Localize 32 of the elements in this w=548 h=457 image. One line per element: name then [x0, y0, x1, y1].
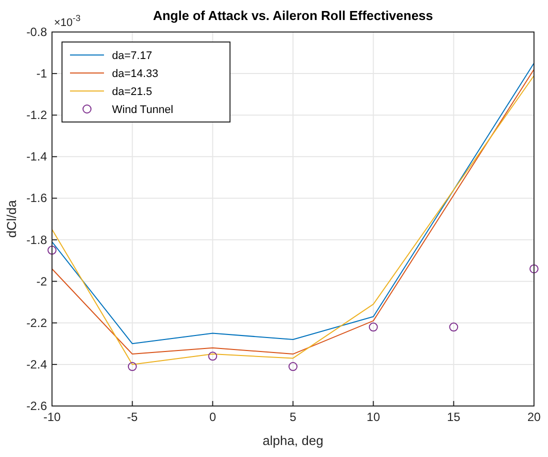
legend-label: da=14.33 [112, 68, 158, 80]
x-tick-label: 0 [209, 410, 216, 424]
legend-label: Wind Tunnel [112, 104, 174, 116]
y-tick-label: -2.4 [26, 357, 48, 372]
y-axis-title: dCl/da [4, 199, 19, 238]
x-tick-label: -5 [126, 410, 138, 424]
y-tick-label: -2 [36, 274, 48, 288]
point [449, 322, 458, 332]
point [530, 264, 538, 274]
point [368, 322, 378, 332]
legend-label: da=7.17 [112, 50, 152, 62]
y-tick-label: -1.4 [26, 150, 48, 164]
y-tick-label: -2.6 [26, 399, 48, 413]
y-tick-label: -0.8 [26, 25, 48, 39]
y-tick-label: -1.8 [26, 232, 48, 247]
point [208, 352, 218, 361]
chart-title: Angle of Attack vs. Aileron Roll Effectiveness [152, 8, 434, 23]
x-tick-label: 15 [446, 410, 461, 424]
legend-label: da=21.5 [112, 86, 152, 98]
point [48, 246, 56, 255]
x-axis-title: alpha, deg [262, 433, 324, 448]
point [128, 362, 137, 372]
y-tick-label: -1.6 [26, 191, 48, 206]
y-tick-label: -1.2 [26, 108, 48, 122]
y-tick-label: -2.2 [26, 316, 48, 330]
text: ×10$^{-3}$ [54, 13, 81, 29]
point [288, 362, 298, 372]
y-tick-label: -1 [36, 66, 48, 81]
x-tick-label: -10 [43, 410, 61, 424]
x-tick-label: 10 [366, 410, 380, 424]
x-tick-label: 20 [527, 410, 541, 424]
x-tick-label: 5 [290, 410, 297, 424]
